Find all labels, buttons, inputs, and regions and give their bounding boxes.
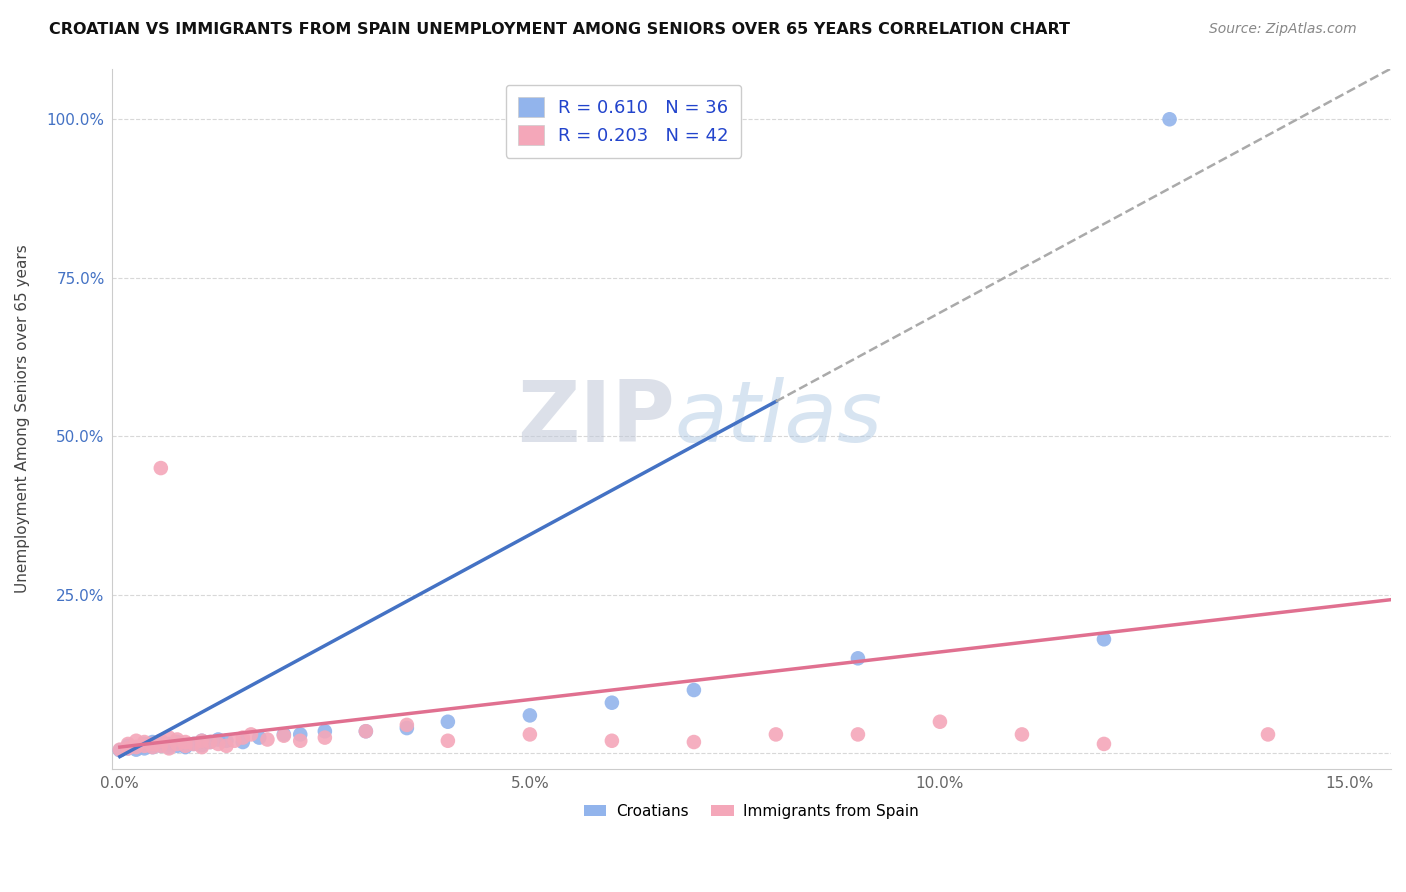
Y-axis label: Unemployment Among Seniors over 65 years: Unemployment Among Seniors over 65 years: [15, 244, 30, 593]
Point: [166, 739, 188, 753]
Point: [117, 741, 139, 756]
Point: [142, 740, 165, 755]
Point: [134, 741, 156, 756]
Point: [108, 742, 131, 756]
Point: [142, 735, 165, 749]
Point: [1257, 727, 1279, 741]
Point: [191, 740, 214, 755]
Point: [1092, 737, 1115, 751]
Point: [395, 718, 418, 732]
Text: CROATIAN VS IMMIGRANTS FROM SPAIN UNEMPLOYMENT AMONG SENIORS OVER 65 YEARS CORRE: CROATIAN VS IMMIGRANTS FROM SPAIN UNEMPL…: [49, 22, 1070, 37]
Point: [247, 731, 270, 745]
Point: [149, 461, 172, 475]
Point: [519, 727, 541, 741]
Point: [846, 727, 869, 741]
Point: [314, 731, 336, 745]
Point: [166, 735, 188, 749]
Point: [207, 737, 229, 751]
Point: [174, 735, 197, 749]
Point: [117, 741, 139, 756]
Point: [256, 732, 278, 747]
Point: [765, 727, 787, 741]
Text: atlas: atlas: [675, 377, 883, 460]
Point: [437, 733, 460, 747]
Point: [215, 739, 238, 753]
Point: [117, 737, 139, 751]
Point: [354, 724, 377, 739]
Point: [207, 732, 229, 747]
Point: [166, 737, 188, 751]
Point: [125, 733, 148, 747]
Point: [198, 735, 221, 749]
Point: [846, 651, 869, 665]
Point: [125, 740, 148, 755]
Point: [134, 737, 156, 751]
Point: [273, 729, 295, 743]
Point: [232, 731, 254, 745]
Point: [600, 733, 623, 747]
Point: [149, 733, 172, 747]
Point: [683, 735, 706, 749]
Point: [149, 733, 172, 747]
Point: [134, 735, 156, 749]
Point: [290, 727, 312, 741]
Legend: Croatians, Immigrants from Spain: Croatians, Immigrants from Spain: [578, 797, 925, 825]
Point: [117, 739, 139, 753]
Point: [240, 727, 263, 741]
Point: [157, 740, 180, 755]
Point: [191, 738, 214, 752]
Point: [125, 742, 148, 756]
Point: [1159, 112, 1181, 127]
Point: [142, 737, 165, 751]
Point: [232, 735, 254, 749]
Point: [290, 733, 312, 747]
Point: [198, 735, 221, 749]
Point: [174, 739, 197, 753]
Point: [108, 743, 131, 757]
Point: [157, 737, 180, 751]
Point: [600, 696, 623, 710]
Point: [929, 714, 952, 729]
Point: [215, 733, 238, 747]
Point: [273, 727, 295, 741]
Point: [157, 741, 180, 756]
Point: [519, 708, 541, 723]
Point: [166, 732, 188, 747]
Point: [1092, 632, 1115, 647]
Point: [395, 721, 418, 735]
Point: [149, 739, 172, 753]
Point: [224, 733, 246, 747]
Point: [174, 740, 197, 755]
Text: Source: ZipAtlas.com: Source: ZipAtlas.com: [1209, 22, 1357, 37]
Point: [157, 731, 180, 745]
Point: [1011, 727, 1033, 741]
Point: [183, 737, 205, 751]
Point: [683, 683, 706, 698]
Text: ZIP: ZIP: [517, 377, 675, 460]
Point: [134, 739, 156, 753]
Point: [125, 740, 148, 755]
Point: [314, 724, 336, 739]
Point: [437, 714, 460, 729]
Point: [191, 733, 214, 747]
Point: [183, 737, 205, 751]
Point: [142, 740, 165, 755]
Point: [149, 739, 172, 753]
Point: [191, 733, 214, 747]
Point: [354, 724, 377, 739]
